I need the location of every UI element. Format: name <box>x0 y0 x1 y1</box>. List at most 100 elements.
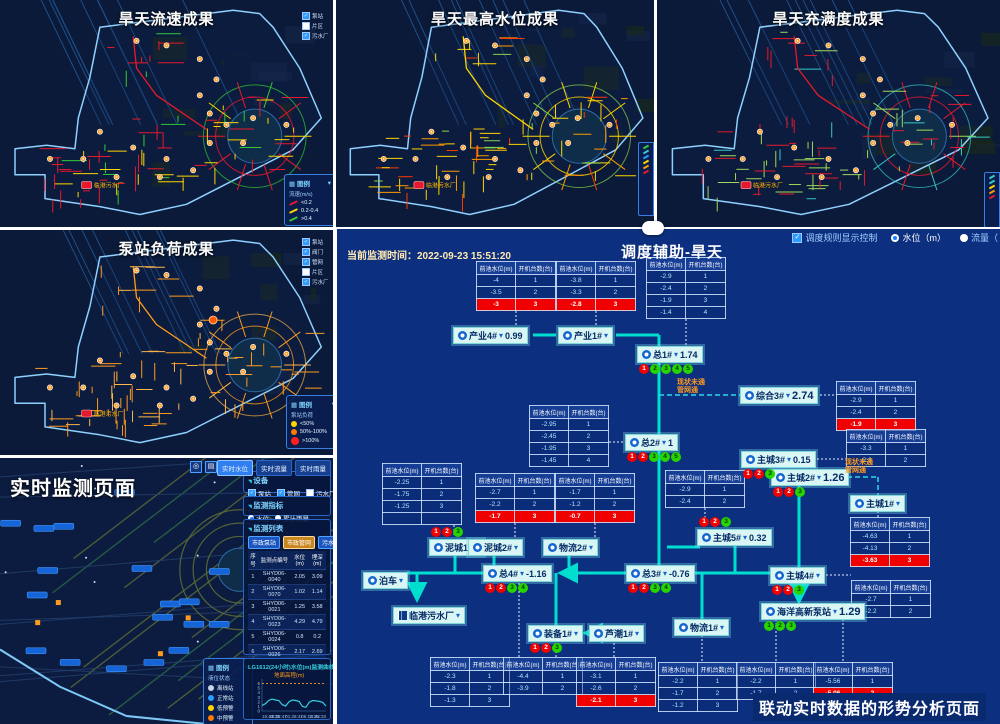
flow-radio[interactable] <box>959 233 968 242</box>
legend-swatch <box>291 429 297 435</box>
pump-node-zong2[interactable]: 总2# ▾ 1 <box>625 434 679 451</box>
rule-table-cell: 1 <box>420 476 463 489</box>
unit-status-dot: 5 <box>683 364 693 374</box>
pump-node-boche[interactable]: 泊车 ▾ <box>363 572 409 589</box>
indicator-radio[interactable] <box>275 515 281 521</box>
water-level-radio[interactable] <box>891 233 900 242</box>
layer-label: 片区 <box>312 24 324 30</box>
rule-display-checkbox[interactable]: ✓ <box>792 232 803 243</box>
legend-item: >100% <box>291 437 333 445</box>
map-tool-icon[interactable]: ◎ <box>190 461 202 473</box>
pump-node-zonghe3[interactable]: 综合3# ▾ 2.74 <box>740 387 819 404</box>
velocity-map-canvas[interactable]: 临港污水厂 <box>0 0 333 227</box>
pump-node-zhucheng3[interactable]: 主城3# ▾ 0.15 <box>741 451 816 468</box>
monitor-table-row[interactable]: 4 SHYD06-0023 4.29 4.79 <box>248 614 326 630</box>
level-caret-icon: ▾ <box>786 391 791 400</box>
layer-checkbox[interactable] <box>302 268 310 276</box>
legend-item-label: 0.2-0.4 <box>301 208 319 214</box>
fullness-side-legend <box>984 172 1000 227</box>
monitor-table-row[interactable]: 2 SHYD06-0070 1.02 1.14 <box>248 584 326 600</box>
flow-radio-label: 流量（ <box>970 233 998 243</box>
panel-toggle-knob[interactable] <box>642 221 664 235</box>
map-tool-icon[interactable]: ▤ <box>205 461 217 473</box>
monitor-tab[interactable]: 实时流量 <box>256 460 292 476</box>
pump-node-zhuangbei1[interactable]: 装备1# ▾ <box>528 625 584 642</box>
rule-table-row: -0.7 3 <box>555 510 636 523</box>
unit-status-dot: 3 <box>649 452 659 462</box>
rule-table-cell: -1.2 <box>658 699 698 712</box>
unit-status-dot: 4 <box>672 364 682 374</box>
pump-node-chanye4[interactable]: 产业4# ▾ 0.99 <box>453 327 528 344</box>
fullness-map-canvas[interactable]: 临港污水厂 <box>657 0 1000 227</box>
monitor-page-title: 实时监测页面 <box>10 478 136 500</box>
rule-table-cell: -1.2 <box>555 498 595 511</box>
pump-node-zhucheng5[interactable]: 主城5# ▾ 0.32 <box>697 529 772 546</box>
layer-checkbox[interactable]: ✓ <box>302 278 310 286</box>
monitor-list-filter-button[interactable]: 污水厂 <box>318 536 333 549</box>
rule-table-cell: -5.56 <box>813 675 853 688</box>
layer-checkbox[interactable]: ✓ <box>302 12 310 20</box>
monitor-list-filter-button[interactable]: 市政管网 <box>283 536 316 549</box>
rule-table-cell: 1 <box>684 270 727 283</box>
rule-table-row: -2.25 1 <box>382 476 463 489</box>
layer-checkbox[interactable]: ✓ <box>302 238 310 246</box>
pump-node-zhucheng1[interactable]: 主城1# ▾ <box>850 495 906 512</box>
pump-node-wwtp[interactable]: 临港污水厂 ▾ <box>393 607 466 624</box>
layer-checkbox[interactable]: ✓ <box>302 258 310 266</box>
pump-node-zong4[interactable]: 总4# ▾ -1.16 <box>483 565 552 582</box>
pump-node-zhucheng2[interactable]: 主城2# ▾ 1.26 <box>771 469 850 486</box>
pump-node-zhucheng4[interactable]: 主城4# ▾ <box>770 567 826 584</box>
legend-swatch <box>208 685 214 691</box>
rule-table-row: -1.2 3 <box>658 699 739 712</box>
pump-node-nicheng2[interactable]: 泥城2# ▾ <box>468 539 524 556</box>
pipe-status-note: 现状未通 管网通 <box>677 379 705 395</box>
pump-node-zong3[interactable]: 总3# ▾ -0.76 <box>626 565 695 582</box>
map-panel-fullness: 临港污水厂 旱天充满度成果 <box>657 0 1000 227</box>
unit-status-dot: 3 <box>552 643 562 653</box>
unit-status-dot: 5 <box>671 452 681 462</box>
unit-status-dot: 1 <box>772 585 782 595</box>
rule-table-cell: -2.9 <box>646 270 686 283</box>
unit-status-dot: 4 <box>660 452 670 462</box>
max-level-map-canvas[interactable]: 临港污水厂 <box>336 0 654 227</box>
monitor-table-row[interactable]: 6 SHYD06-0026 2.17 2.69 <box>248 644 326 659</box>
pump-node-luchao1[interactable]: 芦潮1# ▾ <box>589 625 645 642</box>
rule-table-row: -3.3 2 <box>556 286 637 299</box>
layer-checkbox[interactable] <box>302 22 310 30</box>
pump-node-zong1[interactable]: 总1# ▾ 1.74 <box>637 346 703 363</box>
monitor-list-filter-button[interactable]: 市政泵站 <box>248 536 281 549</box>
layer-checkbox[interactable]: ✓ <box>302 32 310 40</box>
monitor-table-cell: SHYD06-0023 <box>257 614 291 630</box>
rule-table-cell: -3.3 <box>556 286 596 299</box>
rule-table-cell: 1 <box>874 394 917 407</box>
layer-checkbox[interactable]: ✓ <box>302 248 310 256</box>
monitor-tab[interactable]: 实时水位 <box>217 460 253 476</box>
monitor-table-row[interactable]: 1 SHYD06-0040 2.05 3.09 <box>248 569 326 585</box>
pump-node-wuliu2[interactable]: 物流2# ▾ <box>543 539 599 556</box>
svg-text:0: 0 <box>257 709 260 714</box>
legend-collapse-icon[interactable]: ▾ <box>332 400 333 408</box>
rule-table-cell: -2.4 <box>836 406 876 419</box>
unit-status-dot: 2 <box>754 469 764 479</box>
monitor-table-row[interactable]: 3 SHYD06-0021 1.25 3.58 <box>248 599 326 615</box>
pump-rule-table: 前池水位(m) 开机台数(台) -2.7 1 -2.2 2 -1.7 3 <box>475 473 556 523</box>
rule-table-header: 开机台数(台) <box>703 470 746 484</box>
pump-load-map-canvas[interactable]: 临港污水厂 <box>0 230 333 455</box>
monitor-tab[interactable]: 实时雨量 <box>295 460 331 476</box>
current-time-label: 当前监测时间： <box>347 251 417 262</box>
rule-table-cell: 2 <box>593 498 636 511</box>
rule-table-header: 前池水位(m) <box>382 463 422 477</box>
pump-load-map-title: 泵站负荷成果 <box>118 241 215 258</box>
pump-node-chanye1[interactable]: 产业1# ▾ <box>558 327 614 344</box>
rule-table-cell: 1 <box>884 442 927 455</box>
monitor-table-row[interactable]: 5 SHYD06-0024 0.8 0.2 <box>248 629 326 645</box>
pump-node-haiyang[interactable]: 海洋高新泵站 ▾ 1.29 <box>761 603 866 620</box>
legend-collapse-icon[interactable]: ▾ <box>327 180 331 187</box>
svg-text:临港污水厂: 临港污水厂 <box>426 182 456 190</box>
legend-item-label: 50%-100% <box>300 429 327 435</box>
layer-label: 阀门 <box>312 250 324 256</box>
pump-node-wuliu1[interactable]: 物流1# ▾ <box>674 619 730 636</box>
